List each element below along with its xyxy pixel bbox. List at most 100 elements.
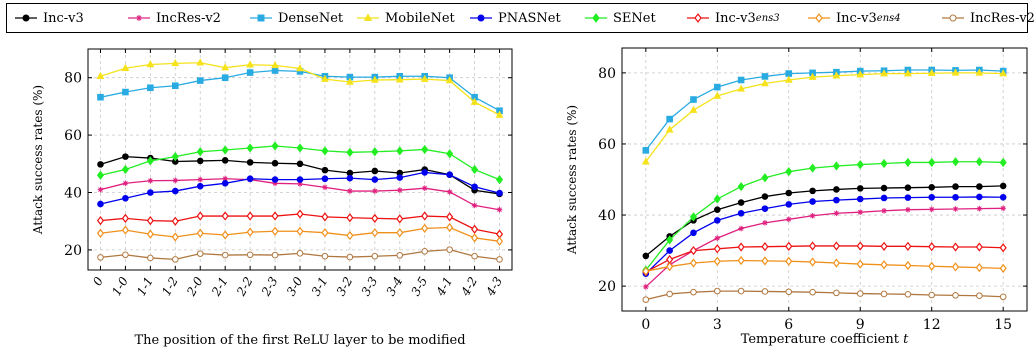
data-point <box>976 183 983 190</box>
data-point <box>666 235 674 245</box>
data-point <box>880 241 888 251</box>
series-incres-v2 <box>643 205 1006 290</box>
data-point <box>809 212 816 219</box>
data-point <box>856 195 864 203</box>
legend-item-densenet: DenseNet <box>250 4 343 32</box>
series-line <box>645 161 1004 271</box>
data-point <box>246 251 254 259</box>
x-tick-label: 0 <box>90 274 106 288</box>
series-mobilenet <box>641 68 1008 165</box>
data-point <box>196 147 204 157</box>
data-point <box>856 290 864 297</box>
data-point <box>952 193 959 201</box>
data-point <box>371 252 379 260</box>
data-point <box>221 145 229 155</box>
series-senet <box>96 141 504 185</box>
series-incres-v2ens <box>97 246 503 263</box>
data-point <box>737 287 745 295</box>
data-point <box>784 75 793 83</box>
data-point <box>221 157 229 164</box>
data-point <box>761 205 769 212</box>
data-point <box>713 91 722 99</box>
data-point <box>999 69 1008 77</box>
data-point <box>221 180 229 187</box>
data-point <box>881 207 887 214</box>
data-point <box>221 74 229 82</box>
data-point <box>904 157 912 168</box>
legend-marker-icon <box>470 14 492 22</box>
data-point <box>496 256 503 263</box>
legend-label: SENet <box>613 10 656 26</box>
data-point <box>371 176 379 183</box>
data-point <box>856 70 865 78</box>
data-point <box>121 63 130 71</box>
y-tick-label: 60 <box>64 128 82 144</box>
data-point <box>928 242 936 252</box>
series-mobilenet <box>96 58 504 118</box>
legend-marker-icon <box>250 14 272 22</box>
data-point <box>737 209 745 217</box>
x-tick-label: 2-3 <box>258 274 280 299</box>
data-point <box>296 160 304 168</box>
x-tick-label: 3-0 <box>284 274 306 298</box>
data-point <box>471 164 479 175</box>
data-point <box>762 220 768 226</box>
data-point <box>471 252 478 260</box>
data-point <box>122 180 129 187</box>
data-point <box>396 228 404 238</box>
legend-marker <box>257 14 265 22</box>
legend-label: Inc-v3 <box>715 10 756 26</box>
data-point <box>196 157 204 165</box>
data-point <box>880 158 888 169</box>
legend-label: Inc-v3 <box>43 10 84 26</box>
data-point <box>271 67 279 74</box>
data-point <box>952 206 959 212</box>
data-point <box>785 288 793 296</box>
data-point <box>121 213 129 223</box>
legend: Inc-v3 IncRes-v2 DenseNet MobileNet PNASNet S… <box>6 3 1035 33</box>
x-tick-label: 2-2 <box>233 275 255 300</box>
data-point <box>999 193 1007 201</box>
data-point <box>713 206 721 214</box>
legend-label-subscript: ens3 <box>755 12 780 24</box>
data-point <box>321 74 329 82</box>
data-point <box>665 125 674 133</box>
x-tick-label: 4-2 <box>458 275 480 300</box>
data-point <box>738 225 744 232</box>
legend-item-incres-v2: IncRes-v2 <box>128 4 221 32</box>
x-tick-label: 2-1 <box>208 275 230 300</box>
data-point <box>321 228 329 238</box>
data-point <box>246 159 254 166</box>
data-point <box>421 223 429 234</box>
data-point <box>689 258 698 268</box>
legend-label: IncRes-v2 <box>156 10 221 26</box>
x-tick-label: 15 <box>994 317 1012 333</box>
series-densenet <box>642 66 1007 154</box>
y-axis-label: Attack success rates (%) <box>31 85 45 235</box>
legend-item-inc-v3-ens4: Inc-v3 ens4 <box>808 4 901 32</box>
x-axis-variable: t <box>899 332 909 347</box>
data-point <box>495 110 504 118</box>
x-tick-label: 3-1 <box>309 275 331 299</box>
legend-label: MobileNet <box>385 10 455 26</box>
data-point <box>96 228 105 238</box>
data-point <box>346 253 354 261</box>
data-point <box>856 241 864 251</box>
data-point <box>122 251 129 259</box>
legend-marker <box>136 15 142 21</box>
series-line <box>645 196 1004 275</box>
data-point <box>147 189 154 196</box>
data-point <box>371 213 379 223</box>
series-pnasnet <box>97 169 503 208</box>
x-tick-label: 1-1 <box>134 275 156 299</box>
data-point <box>642 266 650 276</box>
legend-marker <box>363 13 373 21</box>
data-point <box>97 93 104 101</box>
data-point <box>371 167 379 175</box>
data-point <box>171 58 180 67</box>
x-tick-label: 12 <box>923 317 941 333</box>
data-point <box>171 152 179 162</box>
data-point <box>785 241 793 251</box>
data-point <box>642 252 650 260</box>
data-point <box>928 184 936 191</box>
